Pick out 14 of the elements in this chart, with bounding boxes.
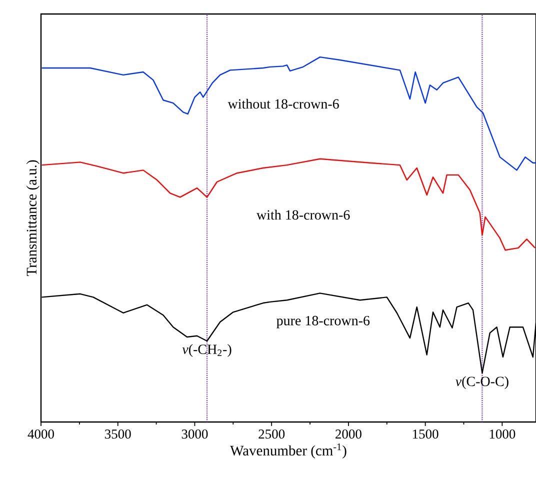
x-tick-label: 3500 [105, 430, 131, 439]
text: with 18-crown-6 [256, 210, 350, 220]
annotation: ν(-CH$_{2}$-) [182, 344, 232, 357]
x-axis-title: Wavenumber (cm$^{-1}$) [230, 443, 346, 458]
y-axis-title: Transmittance (a.u.) [26, 160, 40, 276]
x-tick-label: 1000 [490, 430, 516, 439]
x-tick-label: 4000 [28, 430, 54, 439]
annotation: ν(C-O-C) [456, 376, 508, 389]
x-tick-label: 1500 [413, 430, 438, 439]
series-label: without 18-crown-6 [228, 98, 339, 109]
x-tick-label: 2000 [336, 430, 362, 439]
x-tick-label: 2500 [258, 430, 285, 439]
series-label: pure 18-crown-6 [276, 316, 370, 328]
x-tick-label: 3000 [182, 430, 208, 439]
